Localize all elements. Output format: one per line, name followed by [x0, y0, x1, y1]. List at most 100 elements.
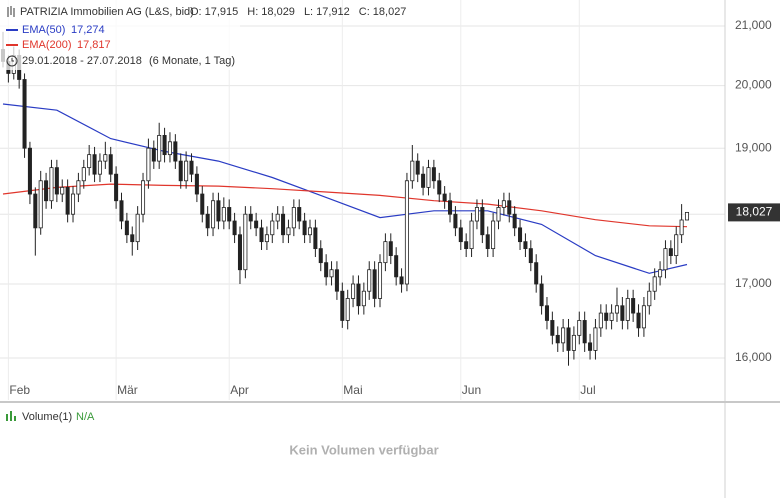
candle-body — [674, 234, 679, 257]
candle-body — [668, 248, 673, 257]
candle-body — [593, 327, 598, 351]
candle-body — [65, 186, 70, 215]
candle-body — [485, 234, 490, 250]
candle-body — [334, 269, 339, 292]
volume-legend: Volume(1) N/A — [6, 411, 95, 423]
candle-body — [97, 160, 102, 175]
candle-body — [259, 227, 264, 243]
candle-body — [270, 220, 275, 236]
candle-body — [598, 312, 603, 329]
candle-body — [216, 200, 221, 222]
candle-body — [453, 213, 458, 229]
candle-body — [189, 160, 194, 175]
candle-body — [200, 193, 205, 215]
candle-body — [458, 227, 463, 243]
candle-body — [307, 227, 313, 236]
candle-body — [614, 305, 620, 314]
y-tick-label: 21,000 — [735, 18, 772, 32]
candle-body — [448, 200, 453, 215]
last-price-label: 18,027 — [736, 205, 773, 219]
date-range: 29.01.2018 - 27.07.2018 — [22, 55, 142, 67]
candle-body — [377, 262, 383, 299]
ema-line — [2, 183, 688, 228]
candle-body — [394, 255, 399, 278]
candle-body — [631, 298, 636, 314]
candle-body — [227, 207, 232, 222]
legend-value: 17,817 — [77, 39, 111, 51]
header-bg — [0, 0, 240, 70]
candle-body — [184, 160, 189, 182]
candle-body — [561, 327, 566, 344]
candle-body — [523, 241, 528, 250]
candle-body — [173, 141, 178, 162]
candle-body — [550, 320, 555, 336]
candle-body — [302, 220, 307, 236]
quote-value: 18,029 — [261, 6, 295, 18]
candle-body — [119, 200, 124, 222]
candle-body — [625, 298, 630, 321]
candle-body — [291, 207, 296, 229]
candle-body — [501, 200, 506, 208]
candle-body — [652, 276, 657, 292]
candle-icon — [7, 6, 15, 17]
candle-body — [491, 220, 496, 250]
candle-body — [329, 269, 334, 278]
candle-body — [248, 213, 253, 222]
candle-body — [539, 283, 544, 307]
candle-body — [254, 220, 259, 229]
last-price-box — [728, 203, 780, 222]
candle-body — [124, 220, 129, 236]
candle-body — [518, 227, 523, 243]
x-tick-label: Jun — [462, 383, 481, 397]
candle-body — [577, 320, 582, 336]
candle-body — [431, 167, 436, 182]
candle-body — [361, 290, 366, 307]
quote-label: C: — [359, 6, 370, 18]
candle-body — [211, 200, 216, 229]
candle-body — [582, 320, 587, 344]
volume-message: Kein Volumen verfügbar — [289, 442, 438, 457]
candle-body — [636, 312, 641, 329]
candle-body — [474, 207, 479, 222]
y-tick-label: 17,000 — [735, 276, 772, 290]
candle-body — [92, 154, 97, 175]
candle-body — [658, 269, 663, 278]
candle-body — [507, 200, 512, 215]
legend-name: EMA(200) — [22, 39, 72, 51]
candle-body — [157, 135, 162, 162]
candle-body — [372, 269, 377, 299]
candle-body — [243, 213, 248, 271]
candle-body — [221, 207, 226, 222]
candle-body — [426, 167, 431, 188]
candle-body — [44, 180, 49, 202]
candle-body — [534, 262, 539, 285]
candle-body — [162, 135, 167, 156]
candle-body — [528, 248, 533, 264]
quote-label: L: — [304, 6, 313, 18]
x-tick-label: Feb — [9, 383, 30, 397]
quote-value: 17,915 — [205, 6, 239, 18]
candle-body — [496, 207, 501, 222]
candle-body — [275, 213, 280, 222]
y-tick-label: 19,000 — [735, 140, 772, 154]
period: (6 Monate, 1 Tag) — [149, 55, 235, 67]
clock-hand — [11, 58, 14, 62]
candle-body — [383, 241, 388, 264]
x-tick-label: Apr — [230, 383, 249, 397]
candle-body — [464, 241, 469, 250]
candle-body — [54, 167, 59, 195]
candle-body — [194, 173, 199, 195]
candle-body — [566, 327, 571, 351]
candle-body — [555, 334, 560, 344]
candle-body — [318, 248, 323, 264]
candle-body — [87, 154, 92, 169]
candle-body — [663, 248, 668, 271]
candle-body — [103, 154, 108, 162]
candle-body — [49, 167, 54, 202]
candle-body — [604, 312, 609, 321]
candle-body — [351, 283, 356, 299]
quote-value: 18,027 — [373, 6, 407, 18]
quote-value: 17,912 — [316, 6, 350, 18]
clock-icon — [6, 55, 18, 67]
